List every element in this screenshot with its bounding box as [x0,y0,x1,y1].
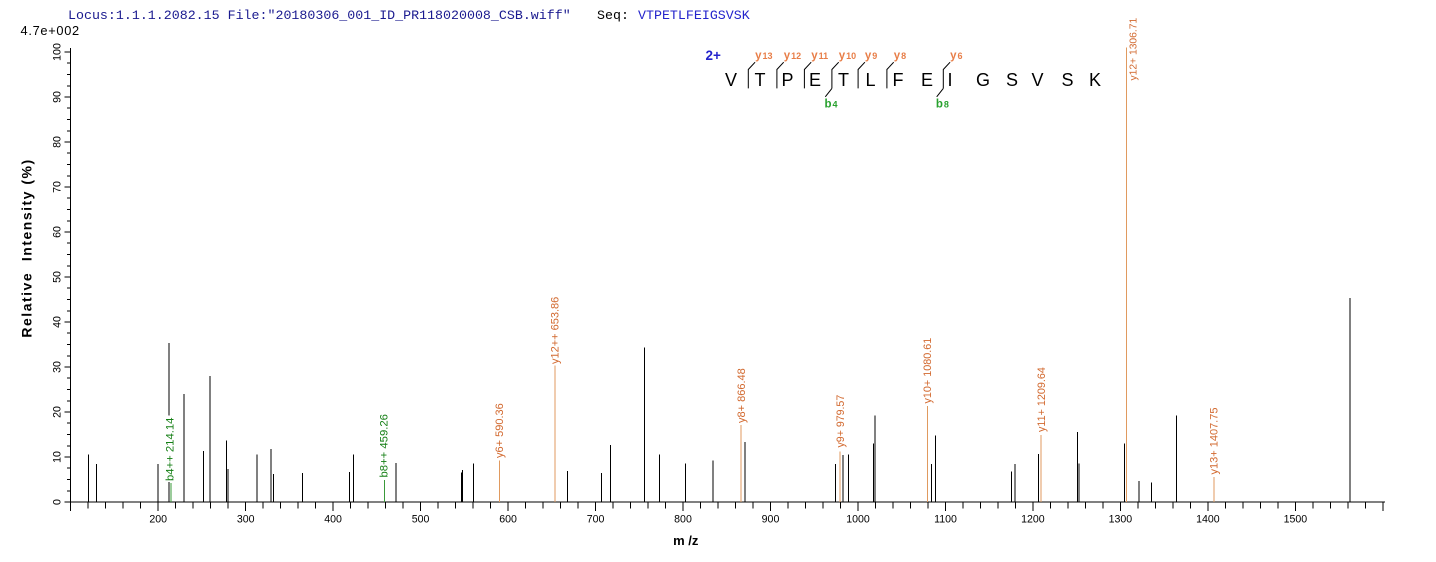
svg-text:T: T [755,70,766,90]
svg-text:y6: y6 [950,50,962,62]
svg-text:y8: y8 [894,50,906,62]
svg-text:G: G [976,70,990,90]
svg-text:y9: y9 [865,50,877,62]
svg-text:30: 30 [52,361,64,373]
svg-text:10: 10 [52,451,64,463]
svg-text:b4++ 214.14: b4++ 214.14 [165,418,177,481]
svg-text:S: S [1006,70,1018,90]
svg-text:50: 50 [52,271,64,283]
svg-text:y8+ 866.48: y8+ 866.48 [736,368,748,423]
svg-text:300: 300 [237,514,255,526]
svg-text:70: 70 [52,181,64,193]
svg-text:700: 700 [587,514,605,526]
svg-text:y9+ 979.57: y9+ 979.57 [835,395,847,448]
svg-text:400: 400 [324,514,342,526]
svg-text:S: S [1061,70,1073,90]
svg-text:80: 80 [52,136,64,148]
svg-text:b8++ 459.26: b8++ 459.26 [379,414,391,477]
svg-text:Seq:: Seq: [597,8,629,23]
svg-text:0: 0 [52,499,64,505]
svg-text:y11: y11 [811,50,828,62]
svg-text:90: 90 [52,91,64,103]
svg-text:V: V [725,70,737,90]
svg-text:600: 600 [499,514,517,526]
svg-text:1400: 1400 [1196,514,1220,526]
svg-text:y13: y13 [755,50,772,62]
svg-text:V: V [1031,70,1043,90]
svg-text:I: I [947,70,952,90]
svg-text:L: L [865,70,875,90]
svg-text:4.7e+002: 4.7e+002 [21,23,80,38]
svg-text:200: 200 [149,514,167,526]
svg-text:y6+ 590.36: y6+ 590.36 [494,403,506,458]
svg-text:m /z: m /z [673,533,699,548]
svg-text:K: K [1089,70,1101,90]
svg-text:y11+ 1209.64: y11+ 1209.64 [1036,367,1048,432]
svg-text:y10: y10 [839,50,856,62]
svg-text:20: 20 [52,406,64,418]
svg-text:F: F [893,70,904,90]
svg-text:1300: 1300 [1109,514,1133,526]
svg-text:y12+ 1306.71: y12+ 1306.71 [1129,18,1140,81]
svg-text:1100: 1100 [934,514,957,526]
svg-text:900: 900 [762,514,780,526]
svg-text:800: 800 [674,514,692,526]
svg-text:100: 100 [52,43,64,61]
svg-text:500: 500 [412,514,430,526]
svg-text:1500: 1500 [1284,514,1308,526]
svg-text:60: 60 [52,226,64,238]
svg-text:E: E [921,70,933,90]
svg-text:VTPETLFEIGSVSK: VTPETLFEIGSVSK [638,8,750,23]
svg-text:1200: 1200 [1021,514,1045,526]
svg-text:y12: y12 [784,50,801,62]
svg-text:b4: b4 [825,99,838,111]
svg-text:1000: 1000 [846,514,870,526]
svg-text:Locus:1.1.1.2082.15 File:"2018: Locus:1.1.1.2082.15 File:"20180306_001_I… [68,8,571,23]
svg-text:2+: 2+ [706,48,722,63]
svg-text:y12++ 653.86: y12++ 653.86 [550,297,562,364]
svg-text:40: 40 [52,316,64,328]
svg-text:E: E [809,70,821,90]
svg-text:P: P [781,70,793,90]
svg-text:y13+ 1407.75: y13+ 1407.75 [1209,408,1221,475]
svg-text:b8: b8 [936,99,949,111]
svg-text:T: T [838,70,849,90]
svg-text:y10+ 1080.61: y10+ 1080.61 [922,338,934,404]
svg-text:Relative Intensity (%): Relative Intensity (%) [19,158,35,337]
